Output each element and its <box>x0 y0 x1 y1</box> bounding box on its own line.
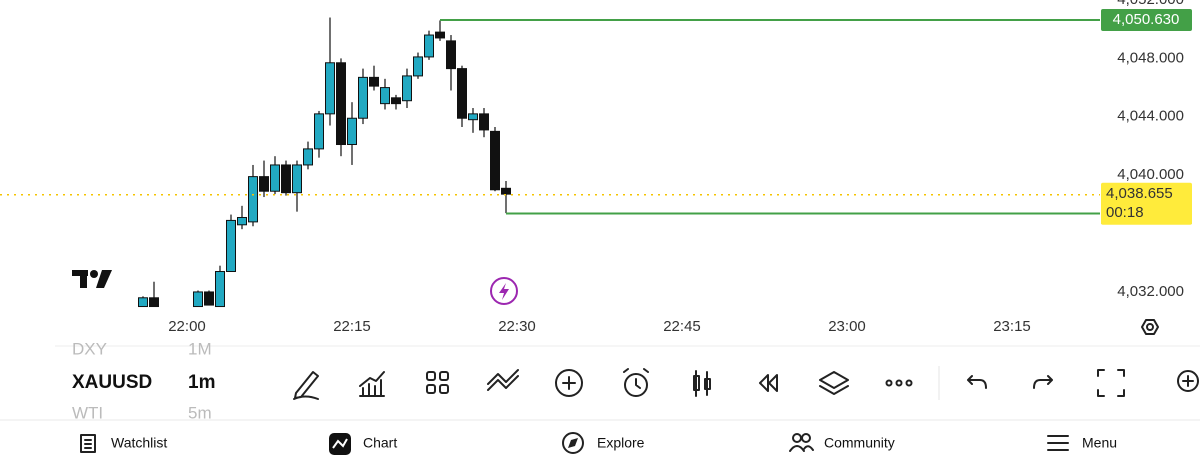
fullscreen[interactable] <box>1097 369 1125 397</box>
y-tick-label: 4,052.000 <box>1117 0 1184 8</box>
layouts[interactable] <box>426 371 449 394</box>
candle-body <box>413 56 423 77</box>
candle-body <box>402 75 412 102</box>
candle-body <box>226 219 236 273</box>
candle-body <box>270 164 280 192</box>
symbol[interactable]: WTI <box>72 403 103 422</box>
ideas[interactable] <box>1177 370 1199 392</box>
candle-body <box>303 148 313 166</box>
interval[interactable]: 1m <box>188 372 215 393</box>
candle-body <box>204 291 214 306</box>
nav-explore[interactable]: Explore <box>562 432 645 454</box>
nav-label[interactable]: Chart <box>363 435 397 451</box>
candle-body <box>138 297 148 308</box>
candle-body <box>424 34 434 58</box>
nav-watchlist[interactable]: Watchlist <box>80 434 167 453</box>
level-label: 4,050.630 <box>1113 11 1180 28</box>
candle-body <box>193 291 203 308</box>
nav-label[interactable]: Explore <box>597 435 645 451</box>
candle-body <box>347 117 357 146</box>
draw-tool[interactable] <box>293 371 319 400</box>
indicators[interactable] <box>359 371 385 397</box>
nav-chart[interactable]: Chart <box>329 433 397 455</box>
candle-body <box>446 40 456 70</box>
candle-body <box>149 297 159 308</box>
replay[interactable] <box>759 374 778 392</box>
candle-body <box>281 164 291 194</box>
logo <box>72 270 112 288</box>
candle-body <box>292 164 302 194</box>
nav-community[interactable]: Community <box>789 433 895 452</box>
layers[interactable] <box>819 371 849 395</box>
candle-body <box>237 216 247 226</box>
x-tick-label: 23:15 <box>993 318 1031 335</box>
nav-label[interactable]: Watchlist <box>111 435 167 451</box>
candle-body <box>248 176 258 223</box>
candle-body <box>358 76 368 119</box>
y-tick-label: 4,048.000 <box>1117 49 1184 66</box>
nav-menu[interactable]: Menu <box>1047 435 1117 451</box>
x-tick-label: 22:45 <box>663 318 701 335</box>
alert[interactable] <box>623 368 649 397</box>
add[interactable] <box>555 369 583 397</box>
symbol[interactable]: DXY <box>72 339 107 358</box>
more[interactable] <box>885 379 913 387</box>
chart-plot <box>0 17 1100 308</box>
candle-body <box>259 176 269 192</box>
candle-body <box>435 31 445 39</box>
toolbar <box>293 366 1199 400</box>
x-tick-label: 22:30 <box>498 318 536 335</box>
level-label-bg <box>1101 8 1192 31</box>
countdown: 00:18 <box>1106 204 1144 221</box>
settings-button[interactable] <box>1141 319 1159 335</box>
candle-body <box>325 62 335 115</box>
axes: 4,032.000 4,040.000 4,044.000 4,048.000 4,05… <box>168 0 1192 335</box>
interval[interactable]: 1M <box>188 339 212 358</box>
candle-body <box>369 76 379 87</box>
candle-body <box>468 113 478 121</box>
nav-label[interactable]: Community <box>824 435 895 451</box>
y-tick-label: 4,032.000 <box>1117 283 1184 300</box>
x-tick-label: 22:00 <box>168 318 206 335</box>
candle-body <box>215 271 225 308</box>
undo[interactable] <box>967 375 987 389</box>
candle-body <box>314 113 324 150</box>
x-tick-label: 23:00 <box>828 318 866 335</box>
lightning-button[interactable] <box>490 277 518 305</box>
candle-body <box>380 87 390 105</box>
x-tick-label: 22:15 <box>333 318 371 335</box>
candle-body <box>490 130 500 191</box>
candle-body <box>501 187 511 195</box>
y-tick-label: 4,044.000 <box>1117 108 1184 125</box>
last-price-bg <box>1101 182 1192 225</box>
candle-body <box>479 113 489 131</box>
y-tick-label: 4,040.000 <box>1117 166 1184 183</box>
candle-body <box>336 62 346 146</box>
last-price-label: 4,038.655 <box>1106 185 1173 202</box>
candle-body <box>391 97 401 105</box>
candle-body <box>457 68 467 119</box>
symbol[interactable]: XAUUSD <box>72 372 152 393</box>
candle-type[interactable] <box>693 370 711 397</box>
compare[interactable] <box>487 369 519 391</box>
interval[interactable]: 5m <box>188 403 212 422</box>
nav-label[interactable]: Menu <box>1082 435 1117 451</box>
redo[interactable] <box>1033 375 1053 389</box>
